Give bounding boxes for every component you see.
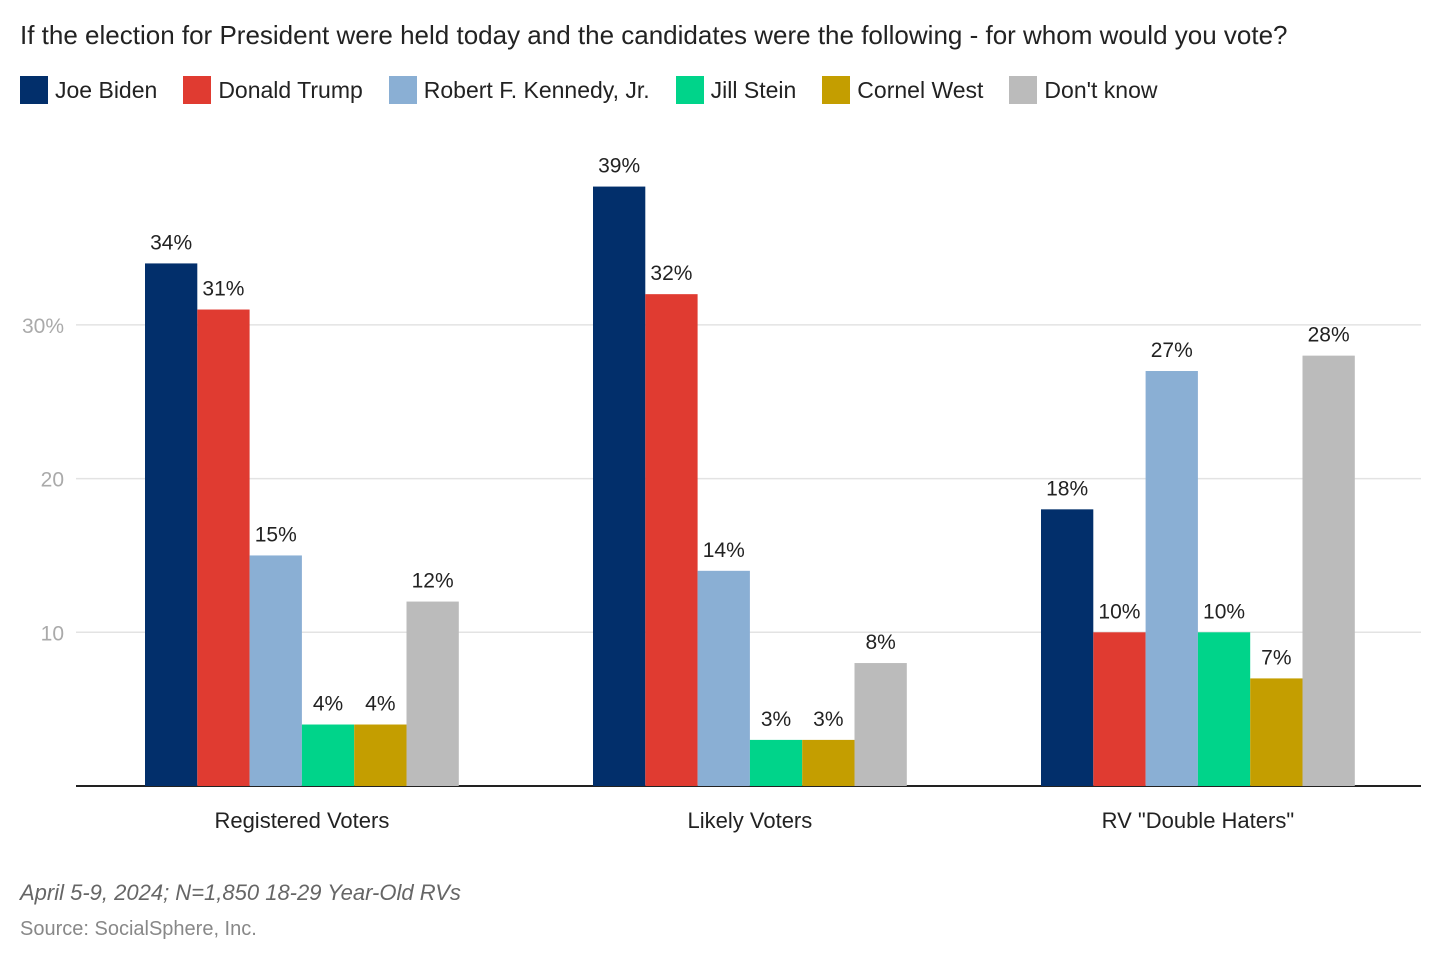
data-label: 8% [865,631,895,654]
legend-swatch [20,76,48,104]
legend-item: Don't know [1009,76,1157,104]
x-tick-label: RV "Double Haters" [1102,808,1295,833]
y-tick-label: 30% [22,315,64,338]
legend-label: Donald Trump [218,76,363,103]
data-label: 28% [1308,324,1350,347]
legend-item: Robert F. Kennedy, Jr. [388,76,650,104]
y-tick-label: 20 [41,469,64,492]
x-tick-label: Registered Voters [214,808,389,833]
bar [593,186,646,786]
data-label: 31% [202,278,244,301]
legend-swatch [822,76,851,104]
data-label: 7% [1261,646,1291,669]
bar [1197,632,1251,786]
bar [406,601,459,786]
data-label: 10% [1203,600,1245,623]
legend-swatch [1009,76,1038,104]
bar [645,294,698,786]
legend-label: Don't know [1044,76,1158,103]
data-label: 39% [598,155,640,178]
legend-label: Joe Biden [55,76,158,103]
legend-item: Donald Trump [183,76,363,104]
legend: Joe Biden Donald Trump Robert F. Kennedy, … [20,76,1183,104]
chart-note: April 5-9, 2024; N=1,850 18-29 Year-Old … [20,880,461,905]
bar [249,555,302,786]
bar [145,263,198,786]
legend-swatch [388,76,417,104]
data-label: 32% [650,262,692,285]
data-label: 15% [255,523,297,546]
legend-label: Jill Stein [710,76,797,103]
data-label: 4% [365,693,395,716]
data-label: 3% [813,708,843,731]
bar [697,570,750,786]
chart-source: Source: SocialSphere, Inc. [20,918,257,940]
legend-swatch [183,76,212,104]
data-label: 12% [412,570,454,593]
bar [1145,371,1198,786]
bar [749,739,803,786]
bar [1041,509,1094,786]
data-label: 10% [1098,600,1140,623]
y-tick-label: 10 [41,622,64,645]
data-label: 3% [761,708,791,731]
x-tick-label: Likely Voters [688,808,813,833]
bar [354,724,407,786]
bar [1302,355,1355,786]
data-label: 18% [1046,477,1088,500]
bar [802,739,855,786]
legend-label: Robert F. Kennedy, Jr. [423,76,650,103]
bar [301,724,355,786]
bar [197,309,250,786]
legend-swatch [675,76,704,104]
data-label: 27% [1151,339,1193,362]
bar [1250,678,1303,786]
legend-item: Jill Stein [675,76,797,104]
data-label: 34% [150,231,192,254]
data-label: 4% [313,693,343,716]
legend-item: Cornel West [822,76,983,104]
legend-item: Joe Biden [20,76,157,104]
bar [1093,632,1146,786]
bar [854,663,907,786]
legend-label: Cornel West [857,76,984,103]
chart-title: If the election for President were held … [20,20,1288,50]
data-label: 14% [703,539,745,562]
